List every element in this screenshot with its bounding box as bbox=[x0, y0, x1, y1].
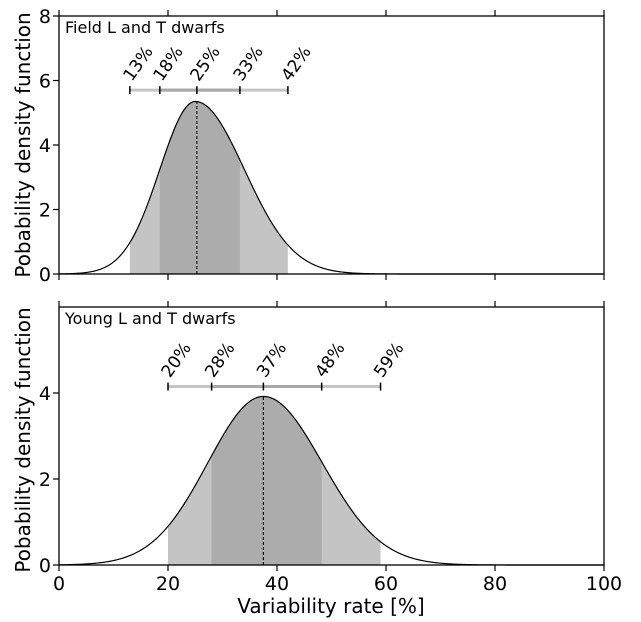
y-tick-label: 0 bbox=[39, 264, 51, 286]
axis-ticks bbox=[53, 10, 605, 280]
percentile-label: 37% bbox=[253, 339, 291, 381]
y-tick-label: 4 bbox=[39, 383, 51, 405]
axes-frame bbox=[58, 306, 605, 566]
panel-field-dwarfs: 13% 18% 25% 33% 42% 0 2 4 6 8 Field L an… bbox=[11, 6, 605, 286]
x-tick-label: 60 bbox=[374, 573, 398, 595]
percentile-label: 20% bbox=[158, 339, 196, 381]
percentile-labels: 20% 28% 37% 48% 59% bbox=[158, 339, 409, 381]
axis-ticks bbox=[53, 301, 605, 571]
inner-interval-fill bbox=[211, 396, 322, 565]
percentile-bar bbox=[167, 382, 382, 391]
x-tick-label: 100 bbox=[586, 573, 622, 595]
percentile-labels: 13% 18% 25% 33% 42% bbox=[120, 43, 316, 85]
x-tick-label: 80 bbox=[483, 573, 507, 595]
y-axis-label: Pobability density function bbox=[11, 12, 35, 277]
percentile-label: 18% bbox=[150, 43, 188, 85]
y-tick-labels: 0 2 4 bbox=[39, 383, 51, 577]
percentile-label: 42% bbox=[278, 43, 316, 85]
pdf-fills bbox=[168, 396, 381, 565]
x-axis-label: Variability rate [%] bbox=[237, 594, 424, 618]
panel-title: Young L and T dwarfs bbox=[64, 309, 236, 328]
x-tick-label: 20 bbox=[156, 573, 180, 595]
y-axis-label: Pobability density function bbox=[11, 307, 35, 572]
x-tick-labels: 0 20 40 60 80 100 bbox=[53, 573, 622, 595]
pdf-fills bbox=[129, 101, 288, 275]
y-tick-label: 0 bbox=[39, 555, 51, 577]
percentile-label: 25% bbox=[187, 43, 225, 85]
percentile-label: 28% bbox=[201, 339, 239, 381]
x-tick-label: 40 bbox=[265, 573, 289, 595]
percentile-label: 33% bbox=[230, 43, 268, 85]
inner-interval-fill bbox=[159, 101, 240, 275]
y-tick-label: 6 bbox=[39, 71, 51, 93]
y-tick-label: 4 bbox=[39, 135, 51, 157]
x-tick-label: 0 bbox=[53, 573, 65, 595]
y-tick-label: 2 bbox=[39, 469, 51, 491]
panel-young-dwarfs: 20% 28% 37% 48% 59% 0 2 4 0 20 40 60 80 … bbox=[11, 301, 622, 618]
panel-title: Field L and T dwarfs bbox=[65, 18, 225, 37]
percentile-bar bbox=[129, 86, 289, 95]
percentile-label: 48% bbox=[311, 339, 349, 381]
y-tick-labels: 0 2 4 6 8 bbox=[39, 6, 51, 286]
y-tick-label: 8 bbox=[39, 6, 51, 28]
percentile-label: 13% bbox=[120, 43, 158, 85]
percentile-label: 59% bbox=[370, 339, 408, 381]
y-tick-label: 2 bbox=[39, 200, 51, 222]
